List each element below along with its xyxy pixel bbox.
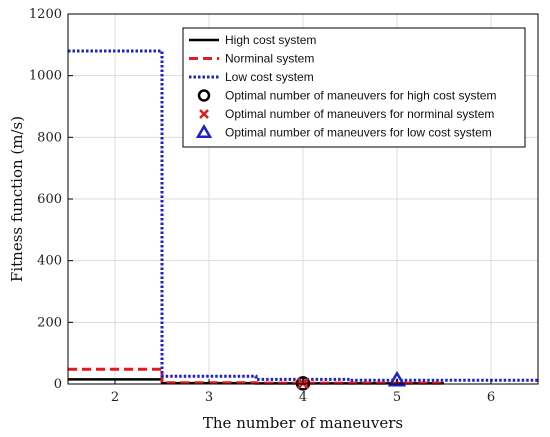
legend: High cost system Norminal system Low cost … xyxy=(182,27,526,148)
y-tick-label: 800 xyxy=(37,130,62,145)
legend-label: Optimal number of maneuvers for low cost… xyxy=(225,126,492,140)
cross-stroke xyxy=(199,109,209,119)
optimal-marker-0 xyxy=(295,376,311,391)
legend-label: High cost system xyxy=(225,33,316,47)
y-tick-label: 1200 xyxy=(29,7,62,22)
x-tick-label: 3 xyxy=(205,390,213,405)
legend-box xyxy=(182,27,526,148)
series-line-1 xyxy=(68,367,444,385)
x-axis-label: The number of maneuvers xyxy=(203,414,403,432)
y-axis-label: Fitness function (m/s) xyxy=(8,116,26,282)
tick-layer: 2 3 4 5 6 0 200 400 600 800 1000 1200 xyxy=(29,7,495,405)
legend-marker-1 xyxy=(199,109,209,119)
optimal-marker-2 xyxy=(387,370,407,387)
y-tick-label: 200 xyxy=(37,315,62,330)
x-tick-label: 2 xyxy=(111,390,119,405)
x-tick-label: 6 xyxy=(487,390,495,405)
y-tick-label: 400 xyxy=(37,254,62,269)
legend-label: Optimal number of maneuvers for high cos… xyxy=(225,89,496,103)
legend-label: Optimal number of maneuvers for norminal… xyxy=(225,107,494,121)
legend-marker-2 xyxy=(195,124,213,138)
legend-label: Norminal system xyxy=(225,52,314,66)
legend-label: Low cost system xyxy=(225,70,314,84)
y-tick-label: 1000 xyxy=(29,69,62,84)
x-tick-label: 5 xyxy=(393,390,401,405)
series-layer xyxy=(68,49,538,385)
x-tick-label: 4 xyxy=(299,390,307,405)
y-tick-label: 600 xyxy=(37,192,62,207)
legend-marker-0 xyxy=(197,89,211,102)
y-tick-label: 0 xyxy=(54,377,62,392)
